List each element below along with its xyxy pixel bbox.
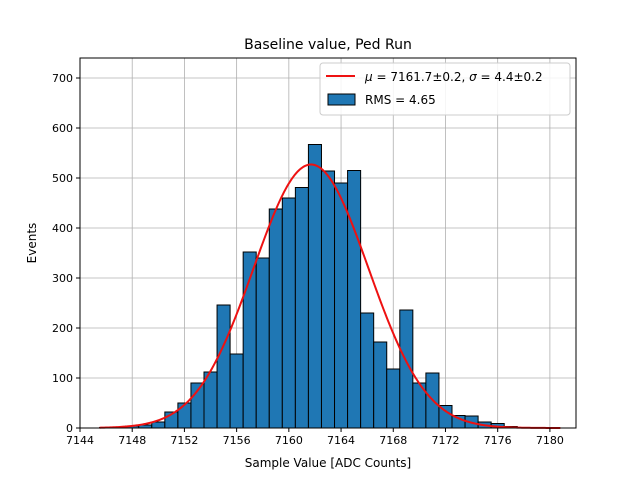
legend-box xyxy=(319,62,571,116)
y-tick-label: 100 xyxy=(52,372,73,385)
x-tick-label: 7152 xyxy=(170,434,198,447)
x-tick-label: 7148 xyxy=(118,434,146,447)
y-axis-ticks: 0 100 200 300 400 500 600 700 xyxy=(52,72,80,435)
x-tick-label: 7144 xyxy=(66,434,94,447)
histogram-bar xyxy=(294,187,309,429)
x-tick-label: 7168 xyxy=(379,434,407,447)
y-tick-label: 200 xyxy=(52,322,73,335)
x-axis-label: Sample Value [ADC Counts] xyxy=(245,456,411,470)
y-tick-label: 500 xyxy=(52,172,73,185)
x-axis-ticks: 7144 7148 7152 7156 7160 7164 7168 7172 7176 7180 xyxy=(66,428,564,447)
legend-histogram-swatch xyxy=(327,93,356,106)
legend-fit-label: μ = 7161.7±0.2, σ = 4.4±0.2 xyxy=(364,70,543,84)
y-tick-label: 700 xyxy=(52,72,73,85)
histogram-bar xyxy=(307,144,322,429)
histogram-bars xyxy=(99,144,544,429)
histogram-bar xyxy=(255,257,270,429)
y-axis-label: Events xyxy=(25,223,39,264)
histogram-bar xyxy=(360,312,375,429)
legend-histogram-label: RMS = 4.65 xyxy=(365,93,436,107)
histogram-bar xyxy=(334,182,349,429)
x-tick-label: 7164 xyxy=(327,434,355,447)
y-tick-label: 400 xyxy=(52,222,73,235)
histogram-bar xyxy=(281,197,296,429)
x-tick-label: 7172 xyxy=(431,434,459,447)
histogram-bar xyxy=(151,421,166,429)
histogram-bar xyxy=(216,304,231,429)
histogram-bar xyxy=(229,353,244,429)
x-tick-label: 7176 xyxy=(484,434,512,447)
plot-frame xyxy=(79,57,577,429)
x-tick-label: 7180 xyxy=(536,434,564,447)
histogram-bar xyxy=(268,208,283,429)
legend: μ = 7161.7±0.2, σ = 4.4±0.2 RMS = 4.65 xyxy=(319,62,571,116)
y-tick-label: 600 xyxy=(52,122,73,135)
histogram-bar xyxy=(177,402,192,429)
x-tick-label: 7156 xyxy=(223,434,251,447)
histogram-bar xyxy=(320,170,336,429)
chart-title: Baseline value, Ped Run xyxy=(244,37,412,53)
y-tick-label: 300 xyxy=(52,272,73,285)
histogram-bar xyxy=(373,341,388,429)
x-tick-label: 7160 xyxy=(275,434,303,447)
histogram-bar xyxy=(438,405,453,429)
y-tick-label: 0 xyxy=(66,422,73,435)
histogram-bar xyxy=(386,368,401,429)
histogram-bar xyxy=(347,170,362,429)
gaussian-fit-curve xyxy=(99,163,561,429)
